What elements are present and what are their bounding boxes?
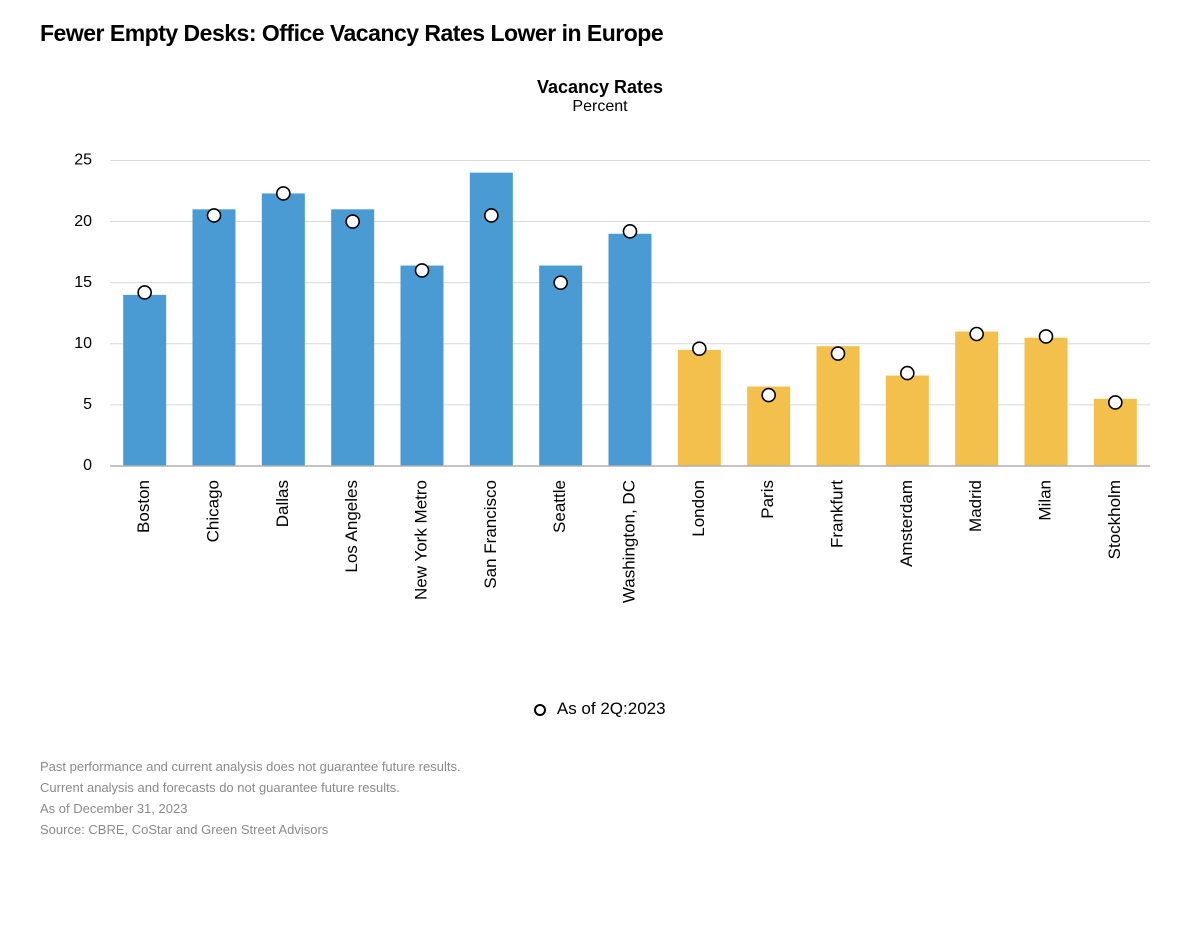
chart-legend: As of 2Q:2023 [40,699,1160,719]
marker-point [277,187,290,200]
chart-header: Vacancy Rates Percent [40,77,1160,116]
x-tick-label: Seattle [550,480,569,533]
footnotes: Past performance and current analysis do… [40,759,1160,837]
marker-point [832,347,845,360]
bar [539,266,582,466]
vacancy-bar-chart: 0 5 10 15 20 25 Boston Chicago Dallas Los Angeles… [40,126,1160,686]
bar [609,234,652,466]
marker-point [624,225,637,238]
x-tick-label: London [689,480,708,537]
bar [331,209,374,466]
footnote-line: Current analysis and forecasts do not gu… [40,780,1160,795]
legend-label: As of 2Q:2023 [557,699,666,718]
x-tick-label: Frankfurt [827,480,846,548]
marker-point [416,264,429,277]
bar [817,346,860,466]
bar [262,193,305,466]
x-tick-label: Madrid [966,480,985,532]
legend-marker-icon [534,704,546,716]
x-tick-label: Washington, DC [619,480,638,603]
marker-point [208,209,221,222]
x-tick-label: San Francisco [481,480,500,589]
chart-title: Vacancy Rates [40,77,1160,98]
marker-point [970,328,983,341]
marker-point [138,286,151,299]
marker-point [346,215,359,228]
main-title: Fewer Empty Desks: Office Vacancy Rates … [40,20,1160,47]
y-tick-label: 5 [83,396,92,413]
x-tick-label: Los Angeles [342,480,361,573]
marker-point [901,367,914,380]
chart-subtitle: Percent [40,98,1160,116]
x-tick-label: Milan [1035,480,1054,521]
footnote-line: As of December 31, 2023 [40,801,1160,816]
bar [886,376,929,466]
x-tick-label: Boston [134,480,153,533]
page: Fewer Empty Desks: Office Vacancy Rates … [0,0,1200,932]
marker-point [1109,396,1122,409]
x-tick-label: Paris [758,480,777,519]
marker-point [554,276,567,289]
marker-point [485,209,498,222]
chart-container: 0 5 10 15 20 25 Boston Chicago Dallas Los Angeles… [40,126,1160,691]
bar [401,266,444,466]
y-tick-label: 25 [74,152,92,169]
y-tick-label: 15 [74,274,92,291]
y-tick-label: 0 [83,457,92,474]
footnote-line: Source: CBRE, CoStar and Green Street Ad… [40,822,1160,837]
y-tick-label: 20 [74,213,92,230]
bar [678,350,721,466]
x-tick-label: Stockholm [1105,480,1124,559]
x-tick-label: New York Metro [411,480,430,600]
x-tick-label: Chicago [203,480,222,542]
x-tick-label: Dallas [273,480,292,527]
marker-point [693,342,706,355]
y-tick-label: 10 [74,335,92,352]
bar [955,332,998,466]
bar [1025,338,1068,466]
bar [193,209,236,466]
x-tick-label: Amsterdam [897,480,916,567]
bar [123,295,166,466]
footnote-line: Past performance and current analysis do… [40,759,1160,774]
marker-point [1040,330,1053,343]
marker-point [762,389,775,402]
